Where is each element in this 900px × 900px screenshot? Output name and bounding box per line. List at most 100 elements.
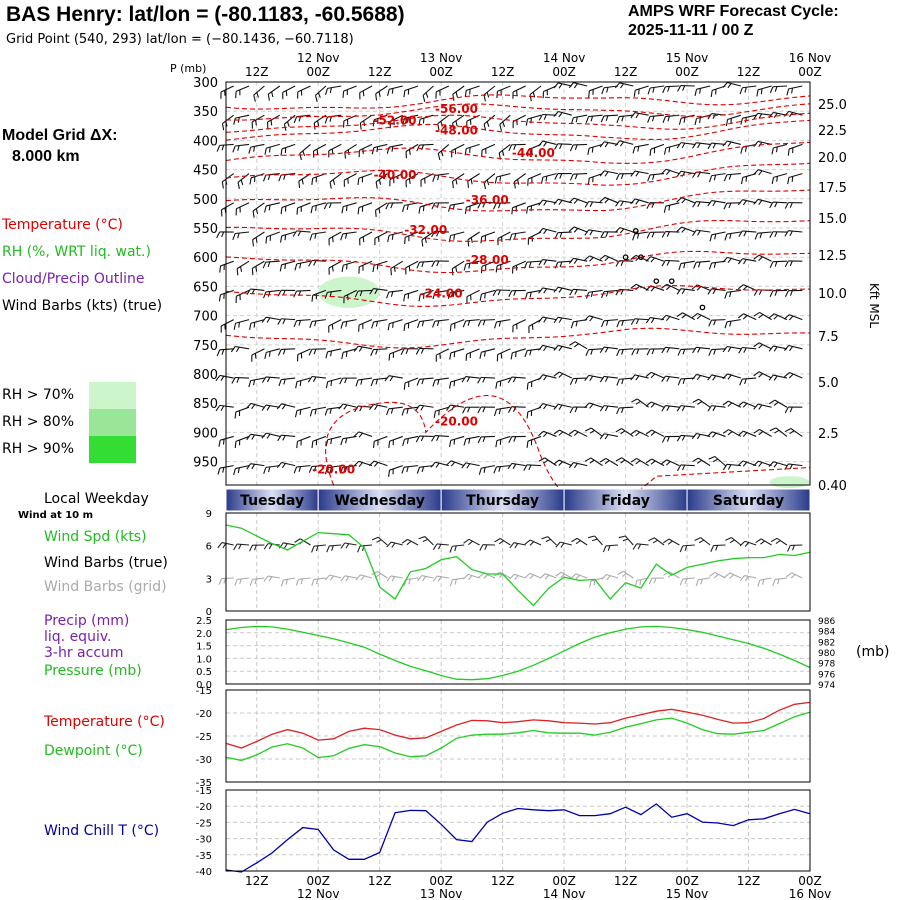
surface-wind-barb <box>340 542 357 549</box>
surface-wind-barb <box>494 538 511 546</box>
upper-wind-barb <box>661 435 680 443</box>
grid-wind-barb <box>709 572 726 579</box>
upper-wind-barb <box>737 199 757 206</box>
pressure-tick-label: 800 <box>193 368 218 383</box>
upper-wind-barb <box>615 260 634 267</box>
forecast-cycle-title: AMPS WRF Forecast Cycle: <box>628 3 839 20</box>
upper-wind-barb <box>599 141 618 148</box>
upper-wind-barb <box>496 85 511 99</box>
upper-wind-barb <box>390 260 404 276</box>
upper-wind-barb <box>405 173 419 188</box>
surface-wind-barb <box>618 535 634 546</box>
upper-wind-barb <box>554 260 572 269</box>
isotherm-label: -48.00 <box>435 124 478 138</box>
upper-wind-barb <box>405 260 419 275</box>
upper-wind-barb <box>294 406 311 418</box>
upper-wind-barb <box>492 202 511 210</box>
upper-wind-barb <box>280 143 296 156</box>
surface-wind-barb <box>541 536 557 546</box>
upper-wind-barb <box>661 459 680 467</box>
upper-wind-barb <box>403 377 419 390</box>
upper-wind-barb <box>309 406 326 417</box>
precip-panel-tick-label: 2.0 <box>196 629 212 640</box>
upper-wind-barb <box>236 260 250 276</box>
upper-wind-barb <box>662 85 680 94</box>
model-grid-value: 8.000 km <box>12 148 80 165</box>
pressure-tick-label: 974 <box>818 681 835 691</box>
upper-wind-barb <box>599 196 619 204</box>
upper-wind-barb <box>216 143 234 152</box>
time-tick-bottom: 12Z <box>491 874 515 888</box>
upper-wind-barb <box>587 143 603 155</box>
upper-wind-barb <box>768 345 788 352</box>
upper-wind-barb <box>372 114 388 127</box>
upper-wind-barb <box>512 319 526 333</box>
upper-wind-barb <box>694 85 711 96</box>
upper-wind-barb <box>277 348 296 356</box>
time-tick-top: 12Z <box>614 65 638 79</box>
upper-wind-barb <box>569 288 588 296</box>
upper-wind-barb <box>216 348 234 357</box>
precip-marker <box>699 304 706 311</box>
isotherm-line <box>225 141 811 164</box>
upper-wind-barb <box>753 460 772 467</box>
upper-wind-barb <box>279 260 296 272</box>
grid-wind-barb <box>785 572 803 579</box>
upper-wind-barb <box>233 114 250 125</box>
upper-wind-barb <box>645 285 665 292</box>
upper-wind-barb <box>568 429 588 437</box>
upper-wind-barb <box>388 348 403 361</box>
windchill-panel-tick-label: -40 <box>196 867 212 878</box>
upper-wind-barb <box>553 403 572 410</box>
upper-wind-barb <box>568 82 588 89</box>
upper-wind-barb <box>630 374 649 381</box>
surface-wind-barb <box>418 536 434 546</box>
upper-wind-barb <box>422 85 434 102</box>
upper-wind-barb <box>463 435 480 446</box>
label-pressure: Pressure (mb) <box>44 663 142 679</box>
upper-wind-barb <box>599 433 619 440</box>
grid-wind-barb <box>539 573 557 580</box>
upper-wind-barb <box>601 85 618 95</box>
upper-wind-barb <box>449 319 465 332</box>
upper-wind-barb <box>374 202 388 217</box>
upper-wind-barb <box>449 435 465 448</box>
upper-wind-barb <box>707 142 726 150</box>
upper-wind-barb <box>508 143 526 152</box>
upper-wind-barb <box>769 85 787 94</box>
upper-wind-barb <box>787 173 803 185</box>
temp-panel-tick-label: -15 <box>196 686 212 697</box>
upper-wind-barb <box>293 319 311 328</box>
grid-wind-barb <box>679 577 695 586</box>
upper-wind-barb <box>499 114 511 132</box>
upper-wind-barb <box>538 140 557 147</box>
upper-wind-barb <box>753 311 772 321</box>
upper-wind-barb <box>231 377 250 384</box>
time-tick-top: 12Z <box>368 65 392 79</box>
upper-wind-barb <box>295 377 311 389</box>
upper-wind-barb <box>384 375 403 382</box>
upper-wind-barb <box>431 435 449 442</box>
upper-wind-barb <box>753 140 772 148</box>
upper-wind-barb <box>415 404 434 411</box>
upper-wind-barb <box>723 173 741 182</box>
upper-wind-barb <box>283 114 296 131</box>
upper-wind-barb <box>538 403 557 410</box>
upper-wind-barb <box>538 113 557 121</box>
upper-wind-barb <box>445 460 465 467</box>
upper-wind-barb <box>358 143 373 158</box>
upper-wind-barb <box>280 202 296 215</box>
upper-wind-barb <box>261 316 280 323</box>
upper-wind-barb <box>253 85 265 102</box>
temp-panel-tick-label: -25 <box>196 732 212 743</box>
upper-wind-barb <box>387 85 403 96</box>
upper-wind-barb <box>584 229 603 236</box>
surface-wind-barb <box>509 542 526 549</box>
weekday-label: Thursday <box>466 493 539 509</box>
upper-wind-barb <box>432 289 449 300</box>
upper-wind-barb <box>784 406 803 414</box>
upper-wind-barb <box>370 348 388 356</box>
upper-wind-barb <box>526 377 542 390</box>
upper-wind-barb <box>645 371 665 379</box>
upper-wind-barb <box>722 140 741 147</box>
